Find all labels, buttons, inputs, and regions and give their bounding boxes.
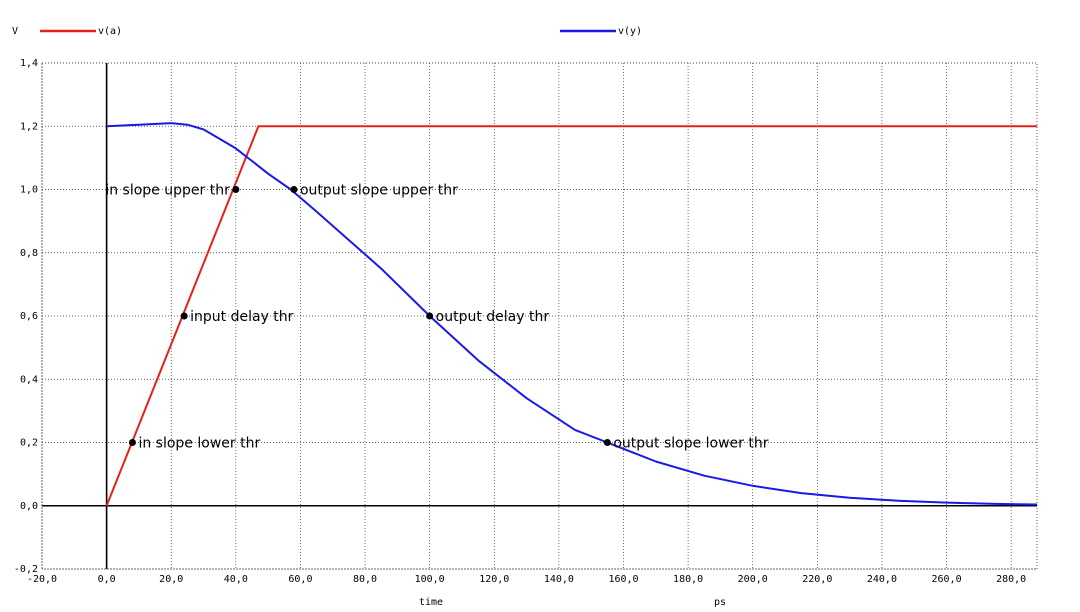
threshold-point	[290, 186, 298, 193]
y-tick-label: 1,0	[20, 185, 38, 196]
x-unit-label: ps	[714, 597, 726, 608]
x-tick-label: 160,0	[608, 574, 638, 585]
x-axis-label: time	[419, 597, 443, 608]
y-tick-label: 1,4	[20, 58, 38, 69]
y-tick-label: 0,4	[20, 374, 38, 385]
x-tick-label: 40,0	[224, 574, 248, 585]
threshold-point	[232, 186, 240, 193]
legend-label: v(a)	[98, 26, 122, 37]
threshold-point	[426, 312, 434, 320]
y-tick-label: 0,6	[20, 311, 38, 322]
series-line-va	[105, 125, 1037, 507]
threshold-label: input delay thr	[190, 309, 294, 325]
legend-label: v(y)	[618, 26, 642, 37]
x-tick-label: 240,0	[867, 574, 897, 585]
x-tick-label: 140,0	[544, 574, 574, 585]
y-tick-label: 0,8	[20, 248, 38, 259]
x-tick-label: 180,0	[673, 574, 703, 585]
threshold-label: output slope lower thr	[613, 436, 768, 452]
annotation-layer: in slope upper thr output slope upper thr…	[105, 183, 768, 452]
x-tick-label: 20,0	[159, 574, 183, 585]
threshold-point	[180, 312, 188, 320]
x-tick-label: 60,0	[288, 574, 312, 585]
threshold-point	[128, 439, 136, 446]
x-tick-label: 220,0	[802, 574, 832, 585]
x-tick-label: 0,0	[98, 574, 116, 585]
axes-layer	[42, 63, 1037, 569]
threshold-label: output slope upper thr	[300, 183, 458, 199]
x-tick-label: 120,0	[479, 574, 509, 585]
label-layer: -20,0 0,0 20,0 40,0 60,0 80,0 100,0 120,0 140,0 1…	[12, 26, 1026, 608]
threshold-label: in slope upper thr	[105, 183, 230, 199]
y-tick-label: 1,2	[20, 121, 38, 132]
y-tick-label: -0,2	[14, 564, 38, 575]
x-tick-label: 280,0	[996, 574, 1026, 585]
y-unit-label: V	[12, 26, 18, 37]
y-tick-label: 0,2	[20, 438, 38, 449]
threshold-label: in slope lower thr	[138, 436, 260, 452]
y-tick-label: 0,0	[20, 501, 38, 512]
x-tick-label: 80,0	[353, 574, 377, 585]
x-tick-label: 100,0	[415, 574, 445, 585]
x-tick-label: 260,0	[931, 574, 961, 585]
threshold-label: output delay thr	[436, 309, 550, 325]
x-tick-label: 200,0	[738, 574, 768, 585]
x-tick-label: -20,0	[27, 574, 57, 585]
threshold-point	[603, 439, 611, 446]
